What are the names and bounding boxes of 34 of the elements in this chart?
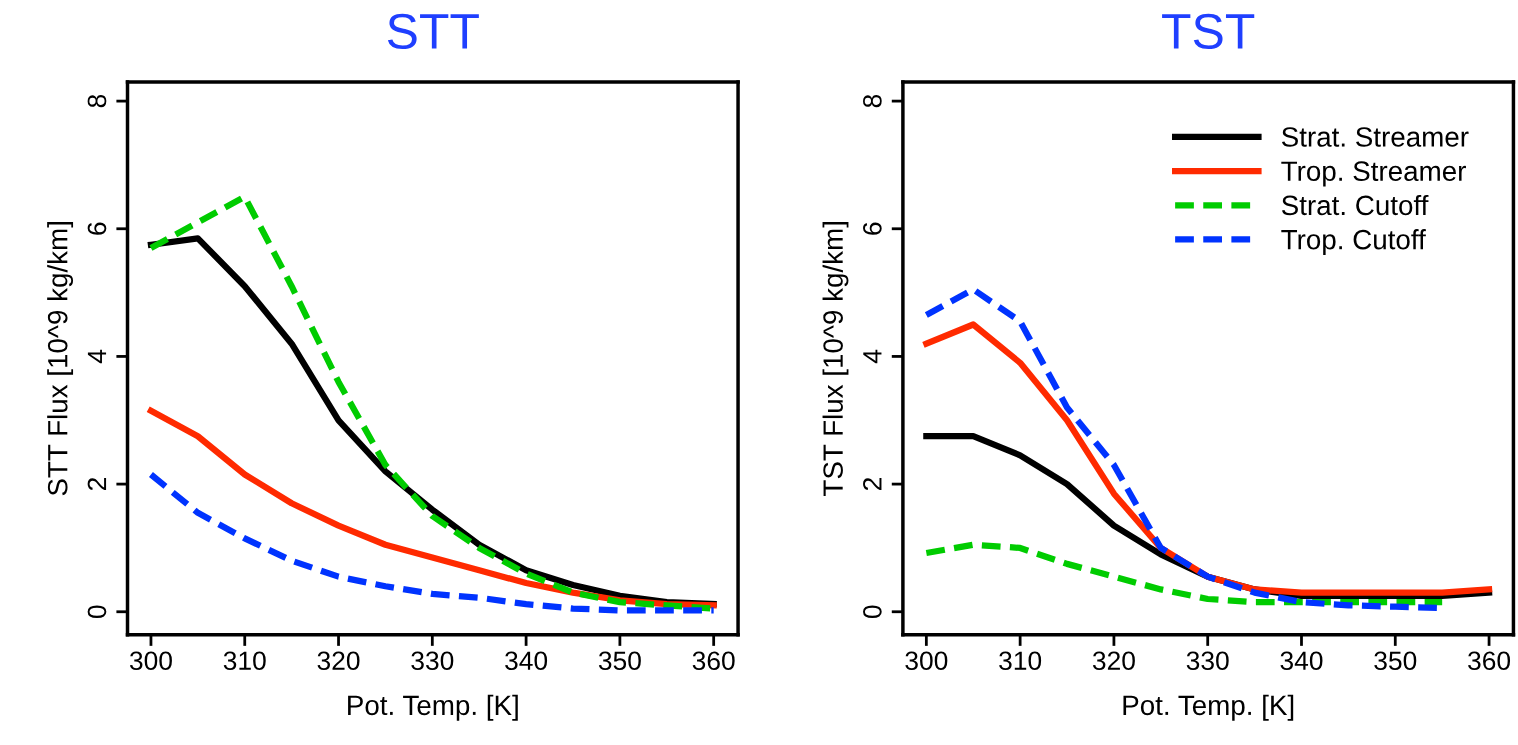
- x-tick-label: 330: [411, 651, 454, 671]
- chart-title: TST: [1162, 13, 1255, 50]
- x-tick-label: 310: [223, 651, 266, 671]
- y-axis-title: TST Flux [10^9 kg/km]: [822, 222, 849, 496]
- y-tick-label: 4: [87, 349, 107, 364]
- x-tick-label: 310: [999, 651, 1042, 671]
- x-tick-label: 300: [129, 651, 172, 671]
- x-axis-title: Pot. Temp. [K]: [1123, 694, 1294, 721]
- chart-title: STT: [387, 13, 479, 50]
- x-axis-title: Pot. Temp. [K]: [348, 694, 518, 721]
- x-tick-label: 360: [1468, 651, 1511, 671]
- y-tick-label: 2: [87, 478, 107, 491]
- x-tick-label: 340: [505, 651, 548, 671]
- x-tick-label: 350: [598, 651, 641, 671]
- x-tick-label: 360: [692, 651, 735, 671]
- legend-label: Trop. Streamer: [1281, 161, 1466, 187]
- y-tick-label: 0: [863, 605, 882, 619]
- y-tick-label: 2: [863, 478, 882, 491]
- y-tick-label: 6: [863, 222, 882, 235]
- x-tick-label: 340: [1280, 651, 1323, 671]
- x-tick-label: 320: [317, 651, 360, 671]
- x-tick-label: 330: [1186, 651, 1229, 671]
- legend-label: Strat. Cutoff: [1281, 194, 1429, 216]
- y-axis-title: STT Flux [10^9 kg/km]: [47, 222, 74, 496]
- legend-label: Strat. Streamer: [1281, 127, 1469, 147]
- x-tick-label: 350: [1374, 651, 1417, 671]
- y-tick-label: 8: [87, 94, 107, 108]
- x-tick-label: 300: [905, 651, 948, 671]
- y-tick-label: 6: [87, 222, 107, 235]
- x-tick-label: 320: [1092, 651, 1135, 671]
- y-tick-label: 0: [87, 605, 107, 619]
- y-tick-label: 4: [863, 349, 882, 364]
- legend-label: Trop. Cutoff: [1281, 229, 1426, 255]
- y-tick-label: 8: [863, 94, 882, 108]
